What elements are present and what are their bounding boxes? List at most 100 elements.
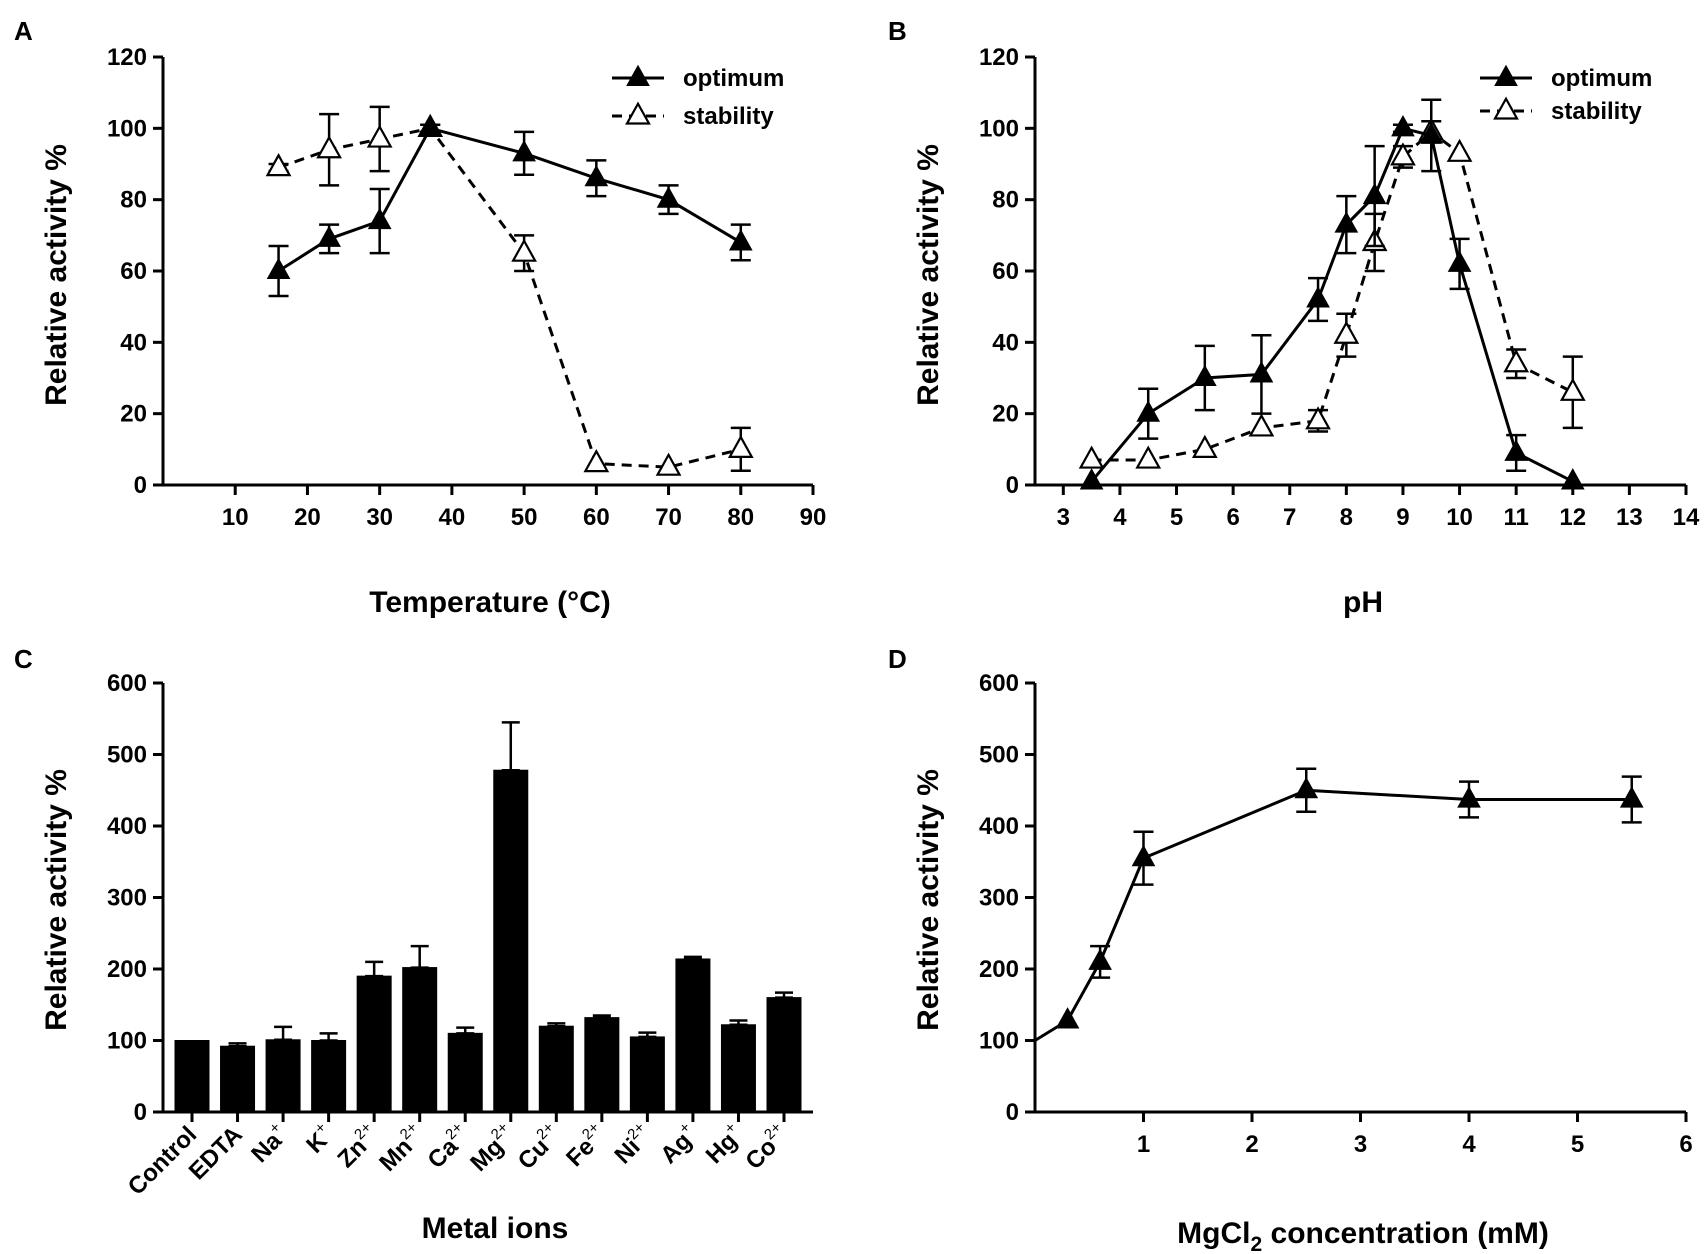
- panel-a-x-tick-label: 70: [655, 504, 682, 531]
- panel-a-stability-point: [583, 449, 610, 473]
- panel-c-x-tick-label-base: EDTA: [184, 1121, 248, 1185]
- panel-c-y-tick-label: 0: [134, 1099, 147, 1126]
- panel-d-x-tick-label: 4: [1462, 1131, 1476, 1158]
- panel-a-stability-point: [265, 153, 292, 177]
- panel-c-y-axis-title: Relative activity %: [40, 769, 73, 1031]
- panel-a-stability-point: [366, 124, 393, 148]
- panel-c-bar: [584, 1017, 620, 1113]
- panel-b-y-tick-label: 80: [992, 187, 1019, 214]
- panel-d: D MgCl2 concentration (mM) Relative acti…: [888, 644, 1549, 1254]
- panel-c-bar: [629, 1036, 665, 1113]
- panel-b-stability-point: [1503, 349, 1530, 373]
- panel-d-activity-point: [1619, 786, 1644, 808]
- panel-c-bar: [538, 1025, 574, 1113]
- panel-c-x-axis-title: Metal ions: [422, 1212, 569, 1245]
- panel-a-series-stability: [265, 105, 754, 476]
- panel-b-legend-optimum-label: optimum: [1551, 65, 1652, 92]
- panel-a-legend-optimum-label: optimum: [683, 65, 784, 92]
- panel-c-error-bar: [319, 1032, 338, 1042]
- panel-a-y-axis-title: Relative activity %: [40, 144, 73, 406]
- panel-a-y-tick-label: 40: [120, 329, 147, 356]
- panel-a-legend-stability-label: stability: [683, 103, 774, 130]
- panel-b-optimum-point: [1447, 250, 1472, 272]
- panel-b-stability-point: [1305, 406, 1331, 430]
- panel-a-optimum-point: [367, 207, 392, 230]
- panel-b-x-tick-label: 5: [1170, 504, 1183, 531]
- panel-d-y-tick-label: 100: [979, 1028, 1019, 1055]
- panel-b-stability-point: [1559, 377, 1586, 401]
- panel-b-y-tick-label: 120: [979, 44, 1019, 71]
- panel-a: A Temperature (°C) Relative activity % o…: [14, 16, 784, 619]
- panel-letter-b: B: [888, 16, 907, 46]
- panel-a-y-tick-label: 60: [120, 258, 147, 285]
- panel-c-x-tick-label: EDTA: [184, 1121, 248, 1185]
- panel-c-bar-group: Na+: [246, 1025, 301, 1168]
- panel-a-legend-symbols: [612, 64, 664, 125]
- panel-b-stability-point: [1333, 320, 1360, 344]
- panel-b-stability-point: [1078, 445, 1105, 469]
- panel-d-activity-point: [1088, 948, 1112, 970]
- panel-b-x-tick-label: 4: [1113, 504, 1127, 531]
- panel-d-x-axis-title-rest: concentration (mM): [1262, 1217, 1549, 1250]
- panel-d-y-tick-label: 400: [979, 813, 1019, 840]
- panel-c-bar: [402, 967, 438, 1113]
- panel-c-y-tick-label: 500: [107, 742, 147, 769]
- panel-b-stability-point: [1248, 413, 1275, 437]
- panel-d-x-axis-title-base: MgCl: [1177, 1217, 1250, 1250]
- panel-c-error-bar: [274, 1025, 293, 1042]
- panel-a-stability-point: [655, 452, 682, 476]
- panel-c-x-tick-label: Ag+: [653, 1119, 703, 1169]
- panel-a-x-axis-title: Temperature (°C): [369, 586, 610, 619]
- panel-a-optimum-point: [418, 115, 443, 137]
- panel-d-y-tick-label: 0: [1006, 1099, 1019, 1126]
- panel-b-optimum-point: [1249, 361, 1274, 383]
- panel-c-bar: [766, 997, 802, 1113]
- panel-c-x-tick-label: Co2+: [738, 1119, 794, 1175]
- panel-a-x-tick-label: 30: [366, 504, 393, 531]
- panel-a-x-tick-label: 60: [583, 504, 610, 531]
- panel-a-x-tick-label: 80: [727, 504, 754, 531]
- panel-c-bar-group: Mg2+: [463, 721, 529, 1177]
- panel-c-bar: [675, 958, 711, 1113]
- panel-b-series-optimum: [1079, 98, 1585, 490]
- panel-b-legend-symbols: [1480, 64, 1532, 120]
- panel-c-y-tick-label: 100: [107, 1028, 147, 1055]
- panel-c-x-tick-label: Mg2+: [463, 1119, 521, 1177]
- panel-a-y-tick-label: 120: [107, 44, 147, 71]
- panel-b-stability-point: [1446, 138, 1473, 162]
- panel-a-optimum-point: [728, 229, 753, 251]
- panel-c-y-tick-label: 600: [107, 670, 147, 697]
- panel-a-stability-point: [511, 238, 537, 262]
- panel-letter-c: C: [14, 644, 33, 674]
- panel-d-x-axis-title: MgCl2 concentration (mM): [1177, 1217, 1549, 1254]
- panel-a-y-tick-label: 20: [120, 401, 147, 428]
- panel-c-error-bar: [365, 960, 384, 978]
- panel-a-x-tick-label: 40: [439, 504, 466, 531]
- panel-a-optimum-point: [266, 257, 291, 280]
- panel-d-y-tick-label: 200: [979, 956, 1019, 983]
- panel-c-x-tick-label: Ni2+: [607, 1119, 657, 1169]
- panel-c-x-tick-label: Zn2+: [330, 1119, 384, 1173]
- panel-b-optimum-point: [1136, 400, 1161, 422]
- panel-c-bar: [356, 975, 392, 1113]
- panel-a-y-tick-label: 80: [120, 187, 147, 214]
- panel-c-error-bar: [456, 1026, 475, 1035]
- panel-b-optimum-point: [1504, 439, 1529, 461]
- panel-d-activity-point: [1294, 776, 1319, 799]
- panel-b-y-tick-label: 60: [992, 258, 1019, 285]
- panel-c-bar: [174, 1040, 210, 1113]
- panel-d-activity-point: [1131, 844, 1156, 867]
- panel-b-optimum-point: [1192, 364, 1217, 387]
- panel-b-x-tick-label: 6: [1226, 504, 1239, 531]
- panel-b-y-axis-title: Relative activity %: [912, 144, 945, 406]
- panel-d-activity-point: [1457, 786, 1481, 808]
- panel-letter-d: D: [888, 644, 907, 674]
- panel-c-y-tick-label: 200: [107, 956, 147, 983]
- panel-b-x-tick-label: 14: [1673, 504, 1700, 531]
- panel-c-bar: [311, 1040, 347, 1113]
- panel-a-x-tick-label: 10: [222, 504, 249, 531]
- panel-c-y-tick-label: 400: [107, 813, 147, 840]
- panel-a-series-optimum: [266, 115, 753, 298]
- panel-b-x-tick-label: 9: [1396, 504, 1409, 531]
- panel-b-optimum-point: [1391, 115, 1415, 137]
